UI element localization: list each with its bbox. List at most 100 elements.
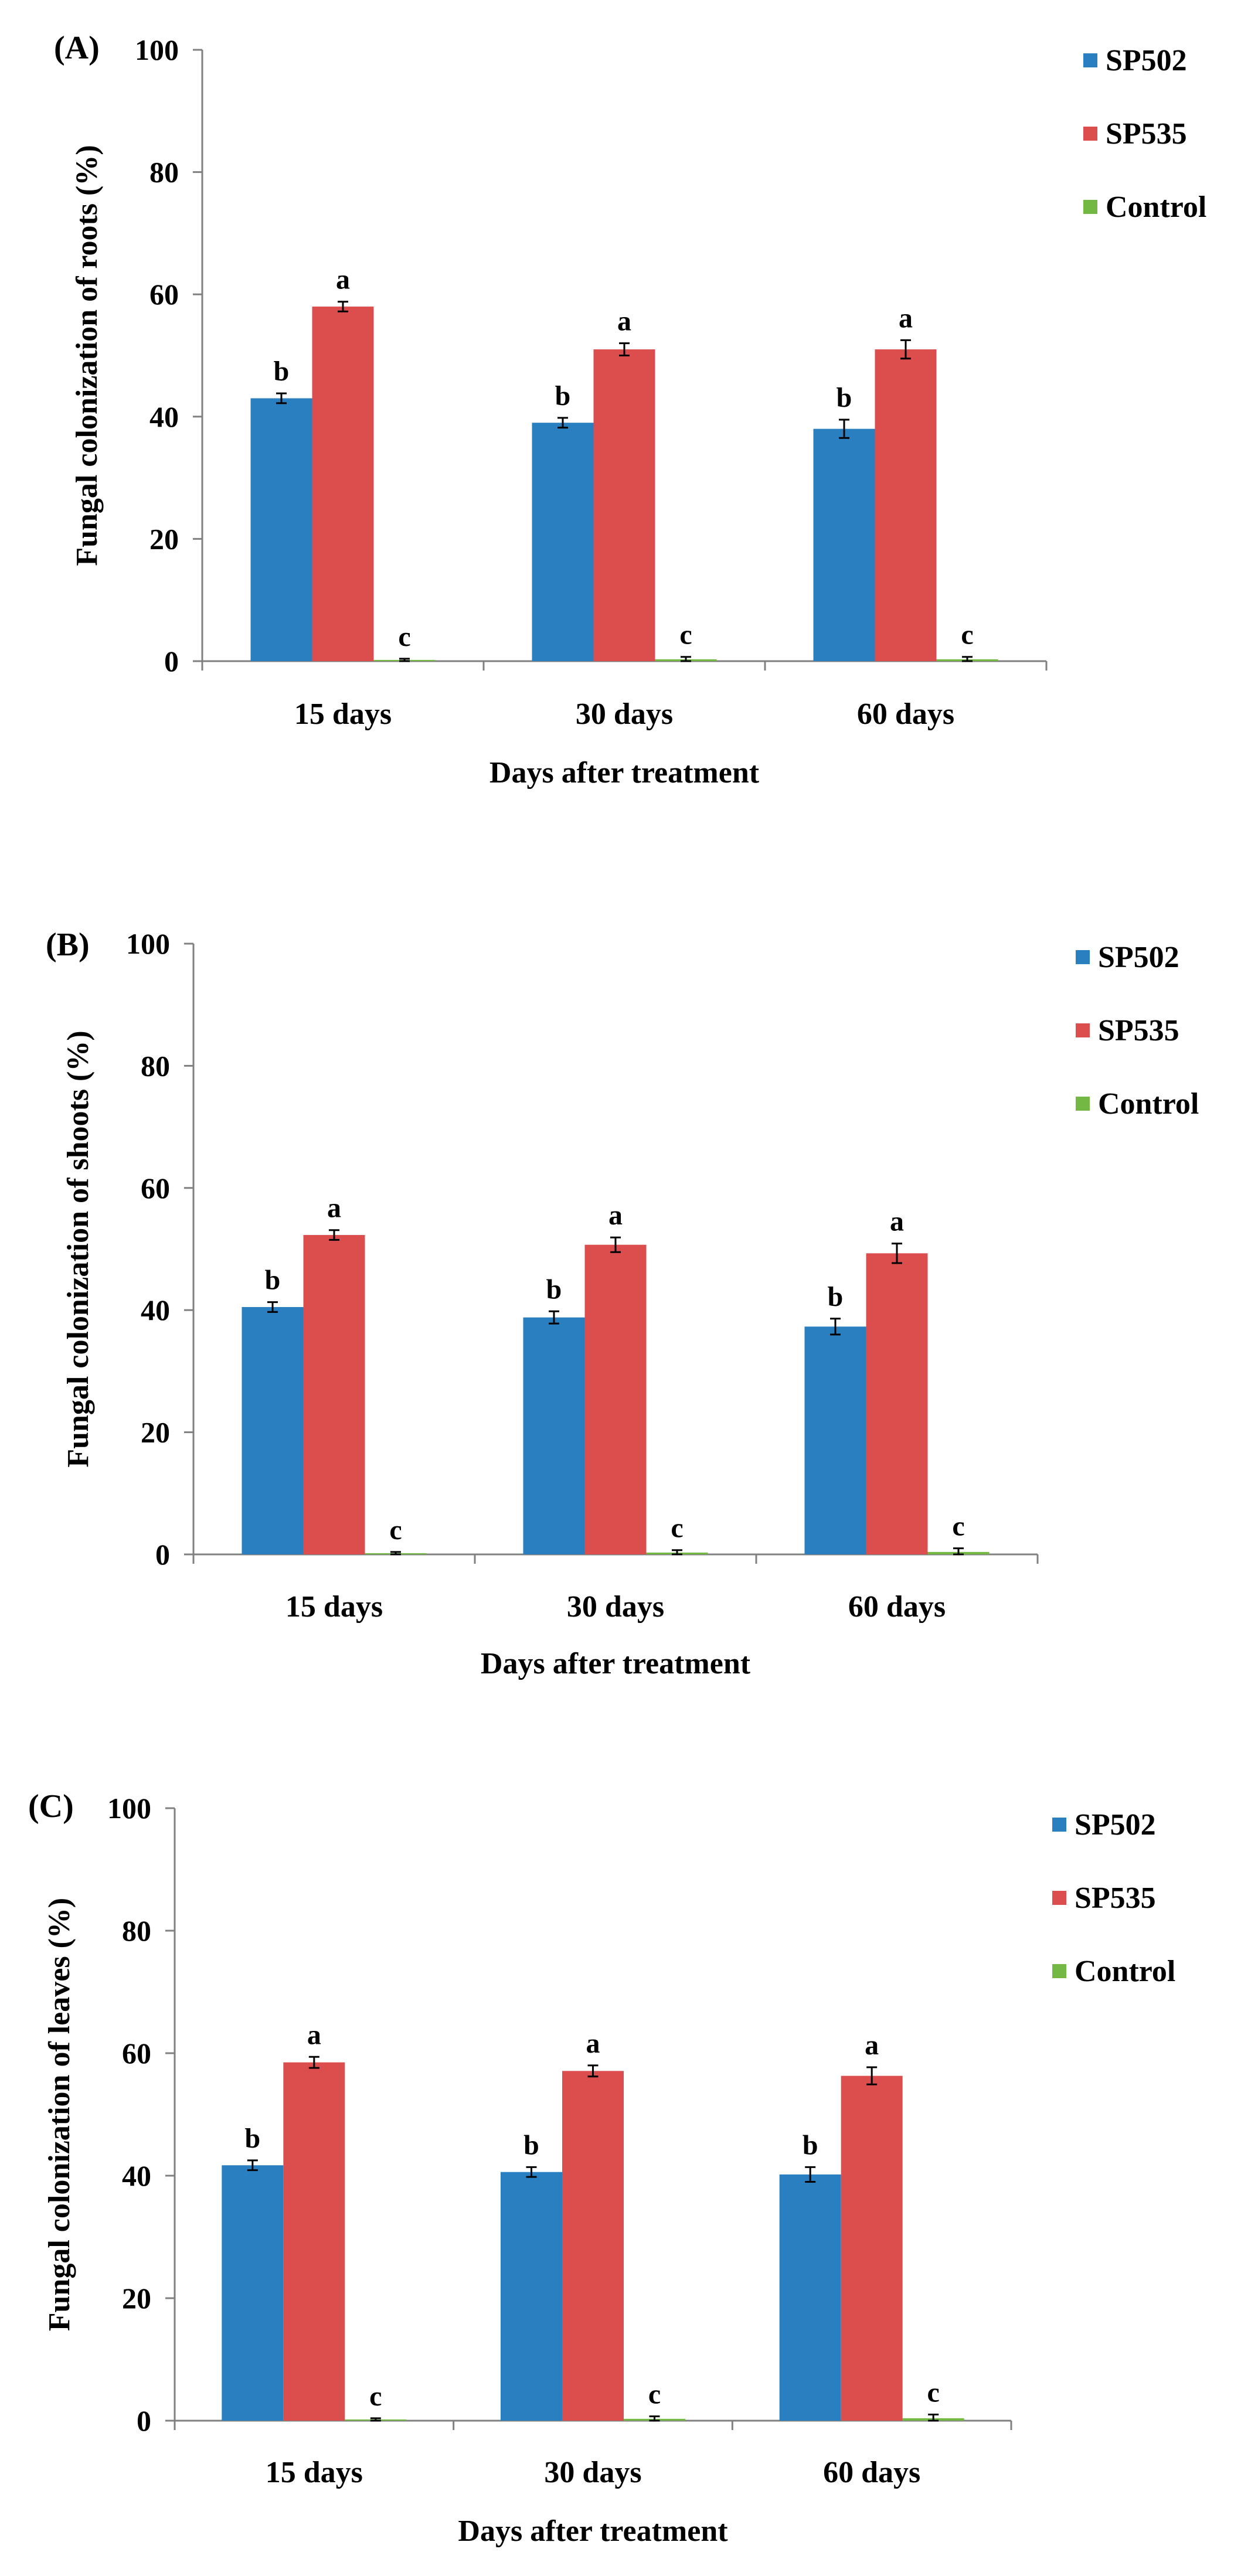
- bar-sp502-60-days: [813, 428, 875, 661]
- y-tick-label: 60: [149, 278, 179, 311]
- x-axis-title: Days after treatment: [489, 756, 760, 790]
- legend-label-sp535: SP535: [1098, 1014, 1179, 1047]
- significance-letter: b: [803, 2129, 818, 2160]
- panel-label: (B): [46, 927, 90, 963]
- legend-label-sp502: SP502: [1106, 44, 1187, 77]
- significance-letter: a: [336, 264, 350, 295]
- bar-sp535-30-days: [593, 349, 655, 661]
- significance-letter: b: [523, 2129, 539, 2160]
- bar-sp502-15-days: [242, 1306, 304, 1554]
- x-category-label: 60 days: [848, 1590, 946, 1624]
- y-tick-label: 0: [137, 2404, 151, 2437]
- bar-sp535-15-days: [283, 2062, 345, 2421]
- chart-a-svg: (A) 0 20 40 60 80 100 15 days b a c 30 days b a c 60 da…: [54, 30, 1206, 790]
- x-category-label: 30 days: [544, 2456, 641, 2489]
- x-category-label: 15 days: [266, 2456, 363, 2489]
- panel-label: (C): [28, 1788, 74, 1825]
- legend-swatch-sp535: [1076, 1023, 1090, 1037]
- significance-letter: a: [890, 1206, 904, 1237]
- x-category-label: 30 days: [567, 1590, 664, 1624]
- chart-b-svg: (B) 0 20 40 60 80 100 15 days b a c 30 days b a c 60 da…: [46, 927, 1199, 1680]
- bar-sp535-60-days: [875, 349, 937, 661]
- significance-letter: b: [828, 1281, 844, 1312]
- legend-swatch-sp535: [1083, 127, 1097, 141]
- bar-sp502-30-days: [523, 1317, 585, 1554]
- y-tick-label: 60: [122, 2037, 151, 2070]
- y-tick-label: 0: [164, 645, 179, 678]
- significance-letter: a: [327, 1193, 341, 1224]
- bar-sp535-60-days: [841, 2075, 903, 2421]
- significance-letter: c: [369, 2381, 382, 2412]
- legend-label-control: Control: [1098, 1087, 1199, 1121]
- significance-letter: c: [961, 620, 973, 651]
- bar-sp502-15-days: [250, 398, 312, 661]
- x-category-label: 30 days: [576, 697, 673, 731]
- y-tick-label: 40: [122, 2159, 151, 2192]
- y-tick-label: 80: [141, 1049, 170, 1082]
- chart-panel-b: (B) 0 20 40 60 80 100 15 days b a c 30 days b a c 60 da…: [0, 897, 1241, 1747]
- significance-letter: a: [899, 302, 913, 334]
- y-tick-label: 20: [122, 2282, 151, 2315]
- y-tick-label: 100: [107, 1792, 151, 1825]
- significance-letter: a: [307, 2019, 321, 2050]
- y-tick-label: 100: [126, 927, 170, 960]
- bar-sp535-60-days: [866, 1253, 928, 1554]
- bar-sp502-60-days: [779, 2174, 841, 2421]
- significance-letter: b: [265, 1265, 281, 1296]
- significance-letter: c: [648, 2379, 661, 2410]
- x-category-label: 15 days: [285, 1590, 383, 1624]
- chart-panel-a: (A) 0 20 40 60 80 100 15 days b a c 30 days b a c 60 da…: [0, 0, 1241, 859]
- bar-sp502-30-days: [501, 2172, 562, 2421]
- x-axis-title: Days after treatment: [481, 1647, 751, 1680]
- significance-letter: a: [608, 1200, 623, 1231]
- legend-label-sp535: SP535: [1106, 117, 1187, 151]
- legend-label-sp502: SP502: [1098, 941, 1179, 974]
- significance-letter: b: [837, 382, 852, 413]
- x-category-label: 60 days: [857, 697, 954, 731]
- legend-label-control: Control: [1075, 1955, 1175, 1988]
- x-category-label: 15 days: [294, 697, 392, 731]
- chart-c-svg: (C) 0 20 40 60 80 100 15 days b a c 30 days b a c 60 da…: [28, 1788, 1175, 2548]
- bar-sp535-30-days: [562, 2071, 624, 2421]
- y-axis-title: Fungal colonization of leaves (%): [43, 1898, 76, 2332]
- legend-swatch-sp502: [1083, 53, 1097, 67]
- panel-label: (A): [54, 30, 100, 66]
- x-axis-title: Days after treatment: [458, 2514, 728, 2548]
- y-tick-label: 20: [141, 1416, 170, 1449]
- legend-swatch-sp502: [1052, 1818, 1066, 1832]
- y-axis-title: Fungal colonization of shoots (%): [62, 1030, 95, 1467]
- bar-sp535-30-days: [584, 1244, 647, 1554]
- significance-letter: a: [865, 2030, 879, 2061]
- significance-letter: b: [244, 2123, 260, 2154]
- y-tick-label: 40: [149, 400, 179, 433]
- legend-swatch-control: [1052, 1964, 1066, 1978]
- significance-letter: a: [617, 306, 631, 337]
- legend-label-sp502: SP502: [1075, 1808, 1156, 1842]
- bar-sp535-15-days: [312, 307, 374, 661]
- bar-sp535-15-days: [303, 1235, 365, 1554]
- significance-letter: c: [389, 1515, 402, 1546]
- significance-letter: b: [555, 380, 571, 411]
- y-axis-title: Fungal colonization of roots (%): [70, 145, 104, 566]
- y-tick-label: 80: [149, 156, 179, 189]
- significance-letter: c: [927, 2377, 940, 2408]
- significance-letter: b: [546, 1274, 562, 1305]
- legend-label-sp535: SP535: [1075, 1881, 1156, 1915]
- x-category-label: 60 days: [823, 2456, 920, 2489]
- y-tick-label: 60: [141, 1172, 170, 1204]
- y-tick-label: 40: [141, 1294, 170, 1326]
- significance-letter: c: [671, 1513, 683, 1544]
- significance-letter: a: [586, 2028, 600, 2059]
- bar-sp502-15-days: [222, 2165, 284, 2421]
- significance-letter: c: [679, 620, 692, 651]
- significance-letter: c: [952, 1511, 964, 1542]
- y-tick-label: 20: [149, 522, 179, 555]
- chart-panel-c: (C) 0 20 40 60 80 100 15 days b a c 30 days b a c 60 da…: [0, 1758, 1241, 2576]
- legend-swatch-control: [1083, 200, 1097, 214]
- bar-sp502-30-days: [532, 423, 594, 661]
- bar-sp502-60-days: [804, 1326, 866, 1554]
- y-tick-label: 0: [155, 1538, 170, 1571]
- legend-swatch-control: [1076, 1097, 1090, 1111]
- legend-label-control: Control: [1106, 190, 1206, 224]
- legend-swatch-sp535: [1052, 1891, 1066, 1905]
